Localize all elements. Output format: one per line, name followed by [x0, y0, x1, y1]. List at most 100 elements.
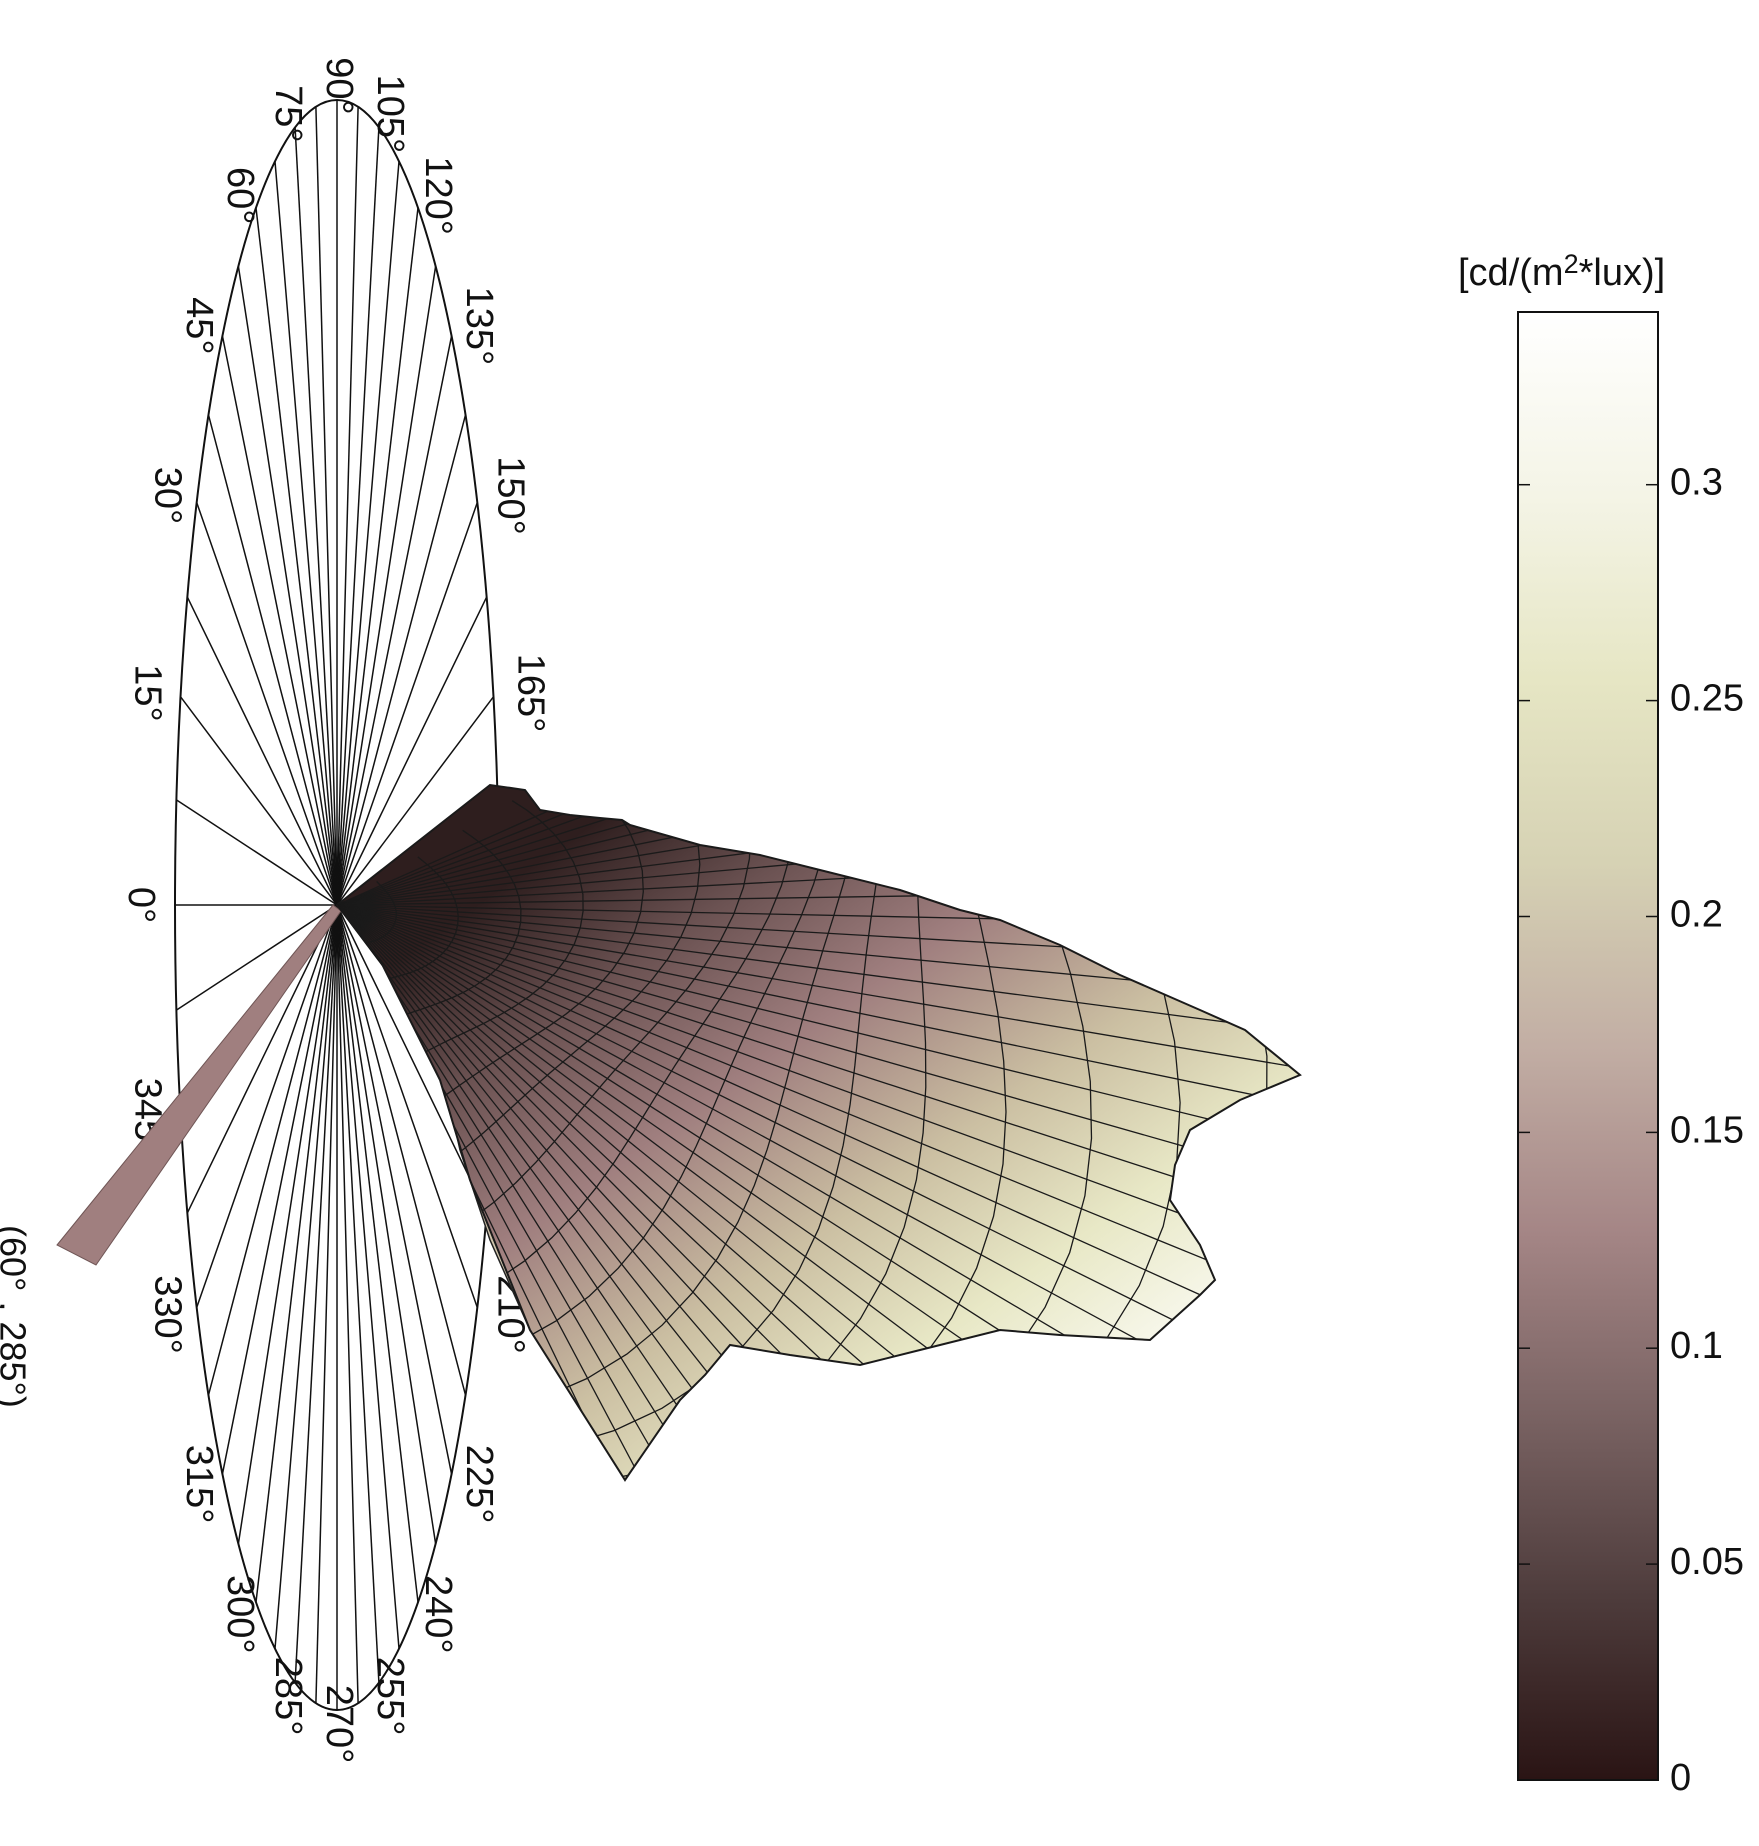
polar-spoke: [336, 106, 359, 906]
polar-spoke: [336, 904, 419, 1603]
polar-spoke: [186, 596, 338, 906]
polar-spoke: [237, 266, 338, 906]
azimuth-tick-label: 60°: [219, 167, 261, 224]
mesh-line: [533, 785, 1093, 1480]
mesh-line: [337, 904, 956, 1480]
polar-spoke: [175, 799, 338, 906]
azimuth-tick-label: 255°: [369, 1657, 411, 1736]
mesh-line: [337, 904, 1300, 1359]
mesh-line: [337, 904, 1300, 1322]
polar-spoke: [237, 904, 338, 1544]
mesh-line: [361, 856, 459, 986]
polar-spoke: [294, 904, 338, 1683]
mesh-line: [337, 904, 1300, 1395]
mesh-line: [337, 785, 1300, 906]
mesh-line: [337, 904, 1140, 1480]
colorbar-ticks: 0 0.05 0.1 0.15 0.2 0.25 0.3: [1518, 462, 1744, 1799]
polar-spoke: [336, 904, 479, 1308]
azimuth-tick-label: 165°: [509, 654, 551, 733]
mesh-line: [479, 785, 835, 1359]
source-direction-label: (60° , 285°): [0, 1225, 33, 1408]
polar-spoke: [186, 904, 338, 1214]
polar-spoke: [315, 106, 338, 906]
azimuth-tick-label: 30°: [146, 467, 188, 524]
polar-spoke: [255, 207, 338, 906]
azimuth-tick-label: 315°: [178, 1445, 220, 1524]
polar-spoke: [175, 904, 338, 1011]
azimuth-tick-label: 90°: [318, 57, 360, 114]
polar-spoke: [336, 904, 400, 1649]
azimuth-tick-label: 150°: [489, 456, 531, 535]
mesh-line: [388, 800, 584, 1072]
azimuth-tick-label: 270°: [318, 1685, 360, 1764]
mesh-line: [374, 829, 522, 1027]
polar-spoke: [221, 904, 338, 1475]
mesh-line: [337, 904, 1193, 1480]
polar-spoke: [195, 502, 338, 906]
azimuth-tick-label: 120°: [417, 156, 459, 235]
polar-spoke: [294, 127, 338, 906]
polar-spoke: [207, 414, 338, 906]
polar-spoke: [255, 904, 338, 1603]
source-direction-ray: [56, 904, 342, 1266]
mesh-line: [337, 904, 1083, 1480]
polar-spoke: [336, 502, 479, 906]
azimuth-tick-label: 15°: [127, 664, 169, 721]
polar-spoke: [336, 904, 380, 1683]
colorbar-tick-label: 0.05: [1670, 1541, 1744, 1583]
colorbar-tick-label: 0.15: [1670, 1109, 1744, 1151]
mesh-line: [337, 785, 1300, 906]
polar-spoke: [221, 335, 338, 906]
mesh-line: [337, 904, 1052, 1480]
polar-spoke: [274, 161, 338, 906]
colorbar-tick-label: 0.1: [1670, 1325, 1723, 1367]
mesh-line: [404, 785, 644, 1122]
mesh-line: [337, 904, 1300, 1129]
polar-spoke: [336, 266, 437, 906]
mesh-line: [337, 904, 989, 1480]
azimuth-tick-label: 135°: [458, 287, 500, 366]
polar-spoke: [336, 904, 488, 1214]
polar-spoke: [336, 414, 467, 906]
azimuth-tick-label: 225°: [458, 1445, 500, 1524]
mesh-line: [337, 904, 1167, 1480]
polar-frame: 0° 15° 30° 45° 60°75° 90° 105°120° 135° 150° 165°…: [120, 57, 558, 1763]
polar-spoke: [336, 596, 488, 906]
polar-spoke: [336, 335, 453, 906]
azimuth-tick-label: 300°: [219, 1575, 261, 1654]
colorbar-scale: [1517, 311, 1659, 1781]
azimuth-tick-label: 75°: [267, 85, 309, 142]
azimuth-tick-label: 330°: [146, 1275, 188, 1354]
polar-spoke: [195, 904, 338, 1308]
polar-spokes: [175, 100, 499, 1710]
mesh-line: [496, 785, 866, 1412]
azimuth-tick-label: 240°: [417, 1575, 459, 1654]
polar-spoke: [274, 904, 338, 1649]
mesh-line: [337, 785, 1300, 906]
polar-spoke: [207, 904, 338, 1396]
polar-spoke: [336, 904, 437, 1544]
mesh-line: [337, 785, 1300, 906]
colorbar: [cd/(m2*lux)] 0 0.05 0.1 0.15 0.2 0.25 0.3: [1458, 249, 1744, 1799]
azimuth-tick-label: 285°: [267, 1657, 309, 1736]
mesh-line: [337, 904, 923, 1480]
azimuth-tick-label: 45°: [178, 297, 220, 354]
polar-spoke: [336, 161, 400, 906]
colorbar-unit-label: [cd/(m2*lux)]: [1458, 249, 1665, 294]
colorbar-tick-label: 0: [1670, 1757, 1691, 1799]
mesh-line: [337, 785, 1300, 906]
colorbar-tick-label: 0.25: [1670, 678, 1744, 720]
polar-spoke: [315, 904, 338, 1704]
polar-spoke: [336, 696, 495, 906]
polar-spoke: [179, 696, 338, 906]
azimuth-tick-label: 0°: [120, 887, 162, 923]
azimuth-tick-label: 105°: [369, 75, 411, 154]
colorbar-tick-label: 0.2: [1670, 894, 1723, 936]
mesh-line: [337, 785, 1300, 906]
polar-spoke: [336, 904, 359, 1704]
colorbar-tick-label: 0.3: [1670, 462, 1723, 504]
luminance-surface: [335, 783, 1302, 1482]
surface-main-lobe: [335, 783, 1302, 1482]
polar-spoke: [336, 127, 380, 906]
